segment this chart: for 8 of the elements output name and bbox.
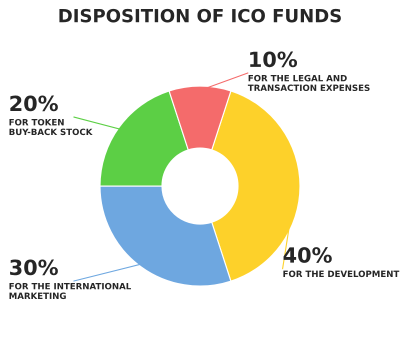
data-label: 10% <box>250 51 298 68</box>
slice-label: FOR THE LEGAL AND TRANSACTION EXPENSES <box>248 74 370 92</box>
slice-label: FOR THE DEVELOPMENT <box>283 270 400 278</box>
data-label: 20% <box>10 96 58 112</box>
slice-label: FOR THE INTERNATIONAL MARKETING <box>9 282 132 300</box>
chart-title: DISPOSITION OF ICO FUNDS <box>59 8 341 22</box>
slice-label: FOR TOKEN BUY-BACK STOCK <box>9 118 93 136</box>
data-label: 30% <box>10 259 58 276</box>
